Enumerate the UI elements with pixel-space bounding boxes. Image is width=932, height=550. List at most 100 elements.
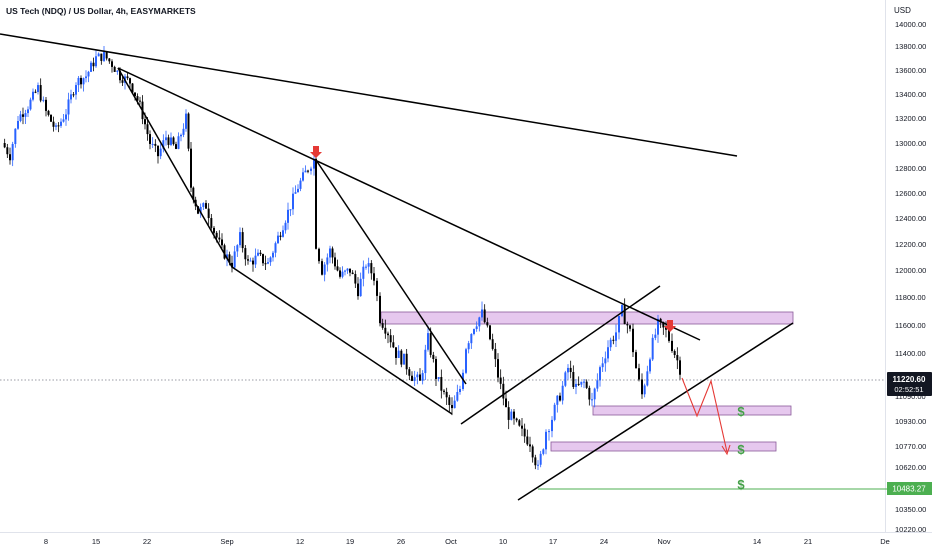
candle-body: [146, 124, 149, 135]
candle-body: [313, 158, 315, 169]
price-tick-label: 11400.00: [895, 349, 926, 358]
time-tick-label: 14: [753, 537, 761, 546]
time-tick-label: 24: [600, 537, 608, 546]
candle-body: [421, 373, 424, 381]
candle-body: [292, 193, 294, 210]
candle-body: [113, 66, 116, 72]
candle-body: [445, 391, 448, 398]
candle-body: [646, 371, 649, 386]
candle-body: [384, 327, 387, 334]
price-tick-label: 13200.00: [895, 114, 926, 123]
candle-body: [626, 324, 629, 326]
candle-body: [362, 266, 365, 279]
projection-arrowhead: [721, 444, 731, 456]
candle-body: [521, 425, 523, 429]
time-tick-label: 19: [346, 537, 354, 546]
candle-body: [126, 76, 129, 79]
price-tick-label: 13400.00: [895, 90, 926, 99]
candle-body: [310, 168, 312, 171]
sell-signal-arrow: [664, 320, 676, 332]
candle-body: [284, 222, 287, 231]
candle-body: [323, 264, 326, 275]
candle-body: [267, 262, 269, 264]
candle-body: [673, 351, 676, 356]
candle-body: [596, 380, 599, 389]
candle-body: [182, 128, 185, 135]
candle-body: [448, 397, 451, 406]
descending-resistance-line: [117, 67, 701, 341]
candle-body: [580, 381, 583, 385]
candle-body: [277, 235, 279, 244]
channel-upper-line-left: [117, 67, 233, 268]
time-tick-label: 15: [92, 537, 100, 546]
candle-body: [411, 375, 413, 381]
candle-body: [17, 120, 19, 129]
candle-body: [14, 128, 17, 145]
time-tick-label: 26: [397, 537, 405, 546]
candle-body: [241, 232, 244, 249]
candle-body: [507, 407, 510, 420]
candle-body: [47, 110, 50, 115]
candle-body: [373, 273, 375, 281]
time-axis[interactable]: 8 15 22 Sep 12 19 26 Oct 10 17 24 Nov 14 21 De: [44, 537, 890, 546]
currency-label: USD: [894, 6, 911, 15]
candle-body: [218, 237, 221, 240]
candle-body: [502, 383, 505, 399]
candle-body: [154, 143, 157, 146]
candle-body: [95, 56, 97, 67]
candle-body: [315, 158, 317, 249]
candle-body: [609, 339, 612, 348]
falling-wedge-upper-line: [315, 159, 467, 385]
candle-body: [299, 180, 302, 189]
candle-body: [226, 254, 228, 259]
price-tick-label: 11600.00: [895, 321, 926, 330]
candle-body: [440, 377, 443, 391]
candle-body: [567, 367, 569, 373]
candle-body: [22, 114, 24, 117]
candle-body: [518, 420, 521, 426]
price-tick-label: 12400.00: [895, 214, 926, 223]
candle-body: [427, 333, 429, 350]
candles-layer: [3, 45, 681, 470]
price-tick-label: 10930.00: [895, 417, 926, 426]
candle-body: [545, 431, 547, 450]
candle-body: [351, 272, 354, 275]
candle-body: [397, 350, 400, 358]
candle-body: [470, 334, 473, 344]
rising-channel-upper-line: [460, 285, 661, 425]
candle-body: [478, 317, 481, 327]
price-tick-label: 14000.00: [895, 20, 926, 29]
candle-body: [339, 270, 341, 277]
price-tick-label: 13800.00: [895, 42, 926, 51]
candle-body: [367, 263, 370, 267]
candle-body: [537, 464, 539, 466]
candle-body: [604, 358, 607, 364]
candle-body: [70, 94, 72, 100]
price-tick-label: 13600.00: [895, 66, 926, 75]
price-axis[interactable]: 14000.00 13800.00 13600.00 13400.00 13200.00…: [895, 20, 926, 534]
time-tick-label: 21: [804, 537, 812, 546]
candle-body: [32, 91, 34, 100]
candle-body: [641, 379, 643, 395]
price-tick-label: 11090.00: [895, 392, 926, 401]
candle-body: [239, 232, 241, 246]
time-tick-label: Oct: [445, 537, 458, 546]
price-tick-label: 11800.00: [895, 293, 926, 302]
candle-body: [416, 374, 419, 378]
candle-body: [349, 268, 351, 273]
candle-body: [475, 326, 478, 330]
candle-body: [481, 309, 483, 318]
candle-body: [6, 147, 9, 155]
price-tick-label: 12200.00: [895, 240, 926, 249]
candle-body: [679, 360, 681, 375]
price-tick-label: 10770.00: [895, 442, 926, 451]
candle-body: [435, 359, 437, 379]
candle-body: [467, 343, 470, 350]
candle-body: [60, 121, 62, 126]
time-tick-label: Nov: [657, 537, 671, 546]
candle-body: [357, 283, 359, 297]
candle-body: [11, 144, 14, 161]
candle-body: [629, 325, 631, 329]
